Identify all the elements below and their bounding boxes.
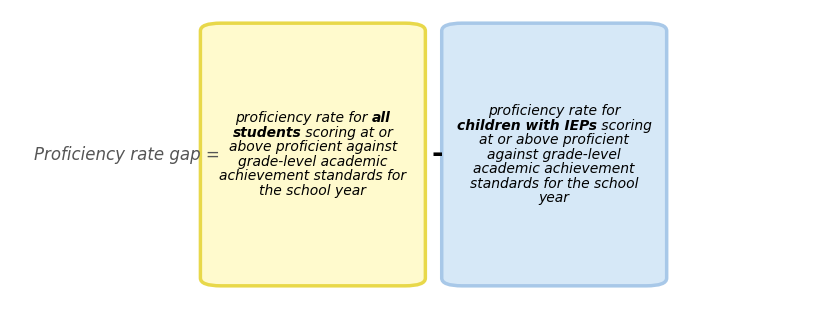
Text: all: all xyxy=(372,111,391,125)
Text: the school year: the school year xyxy=(259,184,366,198)
Text: scoring at or: scoring at or xyxy=(301,126,393,140)
Text: children with IEPs: children with IEPs xyxy=(456,118,597,133)
Text: proficiency rate for: proficiency rate for xyxy=(488,104,620,118)
Text: students: students xyxy=(232,126,301,140)
Text: achievement standards for: achievement standards for xyxy=(219,169,407,183)
Text: against grade-level: against grade-level xyxy=(488,147,621,162)
FancyBboxPatch shape xyxy=(200,23,425,286)
Text: year: year xyxy=(539,191,569,205)
Text: above proficient against: above proficient against xyxy=(229,140,397,154)
Text: Proficiency rate gap =: Proficiency rate gap = xyxy=(34,146,220,163)
FancyBboxPatch shape xyxy=(442,23,667,286)
Text: -: - xyxy=(432,141,443,168)
Text: scoring: scoring xyxy=(597,118,652,133)
Text: proficiency rate for: proficiency rate for xyxy=(235,111,372,125)
Text: standards for the school: standards for the school xyxy=(470,176,638,191)
Text: academic achievement: academic achievement xyxy=(474,162,635,176)
Text: grade-level academic: grade-level academic xyxy=(238,155,388,169)
Text: at or above proficient: at or above proficient xyxy=(479,133,629,147)
